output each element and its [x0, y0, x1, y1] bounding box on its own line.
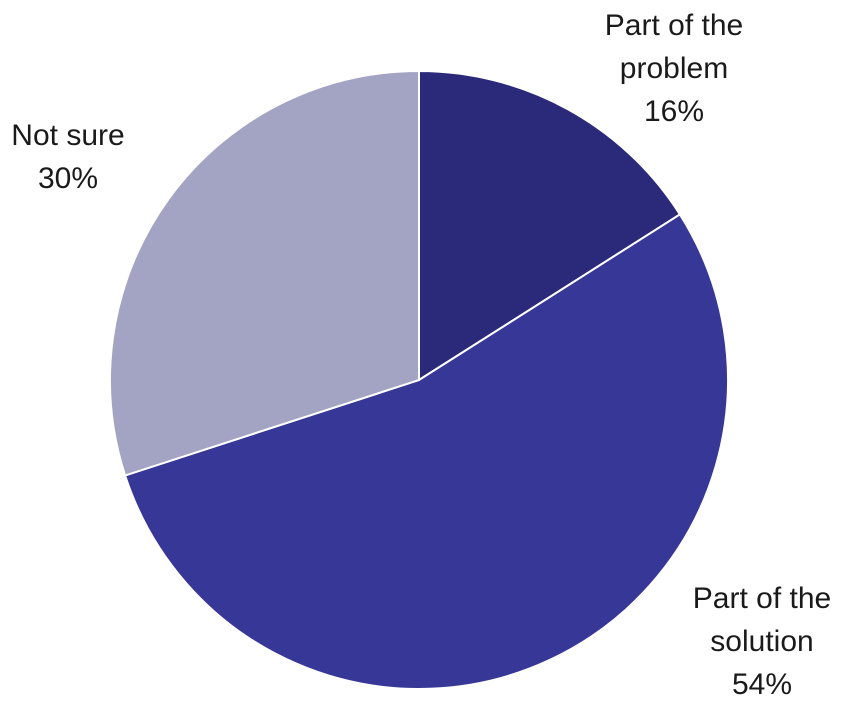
pie-slice-part-of-the-problem [418, 69, 682, 382]
slice-category-label: Part of the [605, 9, 743, 42]
pie-slice-part-of-the-solution [123, 213, 729, 690]
slice-category-label: Part of the [693, 582, 831, 615]
slice-labels: Part of the problem 16% Part of the solution… [11, 9, 831, 701]
slice-value-label: 54% [732, 668, 792, 701]
slice-category-label: solution [710, 625, 813, 658]
slice-category-label: Not sure [11, 119, 124, 152]
slice-value-label: 16% [644, 95, 704, 128]
slice-category-label: problem [620, 52, 728, 85]
slice-value-label: 30% [38, 162, 98, 195]
pie-slice-not-sure [109, 69, 420, 477]
pie-slices [109, 69, 729, 690]
